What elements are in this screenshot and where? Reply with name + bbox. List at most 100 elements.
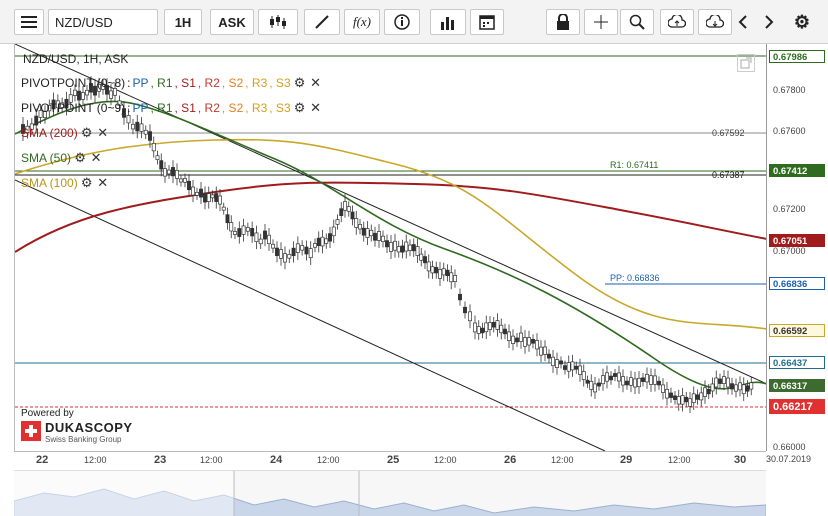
sma-50-line <box>15 100 767 390</box>
price-tag: 0.66836 <box>769 277 825 290</box>
candle-body <box>47 105 52 112</box>
legend-pivot-1[interactable]: PIVOTPOINT (0~8) : PP, R1, S1, R2, S2, R… <box>21 75 323 91</box>
gear-icon[interactable]: ⚙ <box>293 75 306 90</box>
lock-button[interactable] <box>546 9 580 35</box>
candle-body <box>167 169 171 175</box>
legend-sma-100-name: SMA (100) <box>21 176 78 190</box>
arrow-right-icon <box>765 15 774 29</box>
candle-body <box>404 241 409 252</box>
overview-navigator[interactable] <box>14 470 766 516</box>
legend-r2: , R2 <box>197 101 220 115</box>
candle-body <box>574 365 579 370</box>
legend-sma-100[interactable]: SMA (100) ⚙ ✕ <box>21 175 110 191</box>
time-label: 12:00 <box>551 455 574 465</box>
brand-name: DUKASCOPY <box>45 420 133 435</box>
candle-body <box>361 227 366 236</box>
download-button[interactable] <box>698 9 732 35</box>
menu-button[interactable] <box>14 9 44 35</box>
toolbar: NZD/USD 1H ASK f(x) ⚙ <box>0 0 828 44</box>
candle-body <box>339 208 344 217</box>
expand-icon <box>740 57 752 69</box>
function-button[interactable]: f(x) <box>344 9 380 35</box>
price-tag: 0.66592 <box>769 324 825 337</box>
crosshair-button[interactable] <box>584 9 618 35</box>
candle-body <box>441 268 446 276</box>
candle-body <box>491 321 496 328</box>
candle-body <box>463 306 467 314</box>
chart-area[interactable]: 0.67592 0.67387 R1: 0.67411 PP: 0.66836 … <box>14 44 767 485</box>
candle-body <box>254 232 259 243</box>
candle-body <box>51 99 56 110</box>
gear-icon[interactable]: ⚙ <box>293 100 306 115</box>
candle-body <box>105 85 109 95</box>
settings-button[interactable]: ⚙ <box>790 9 814 35</box>
close-icon[interactable]: ✕ <box>310 75 322 90</box>
price-label: 0.67800 <box>773 85 806 95</box>
price-label: 0.67000 <box>773 246 806 256</box>
candle-body <box>722 376 726 384</box>
candle-body <box>295 243 300 253</box>
candle-body <box>109 90 113 99</box>
close-icon[interactable]: ✕ <box>97 125 109 140</box>
candle-body <box>653 375 657 385</box>
candle-body <box>101 84 105 90</box>
volume-bars-icon <box>441 17 454 30</box>
legend-s3: , S3 <box>269 101 291 115</box>
gear-icon[interactable]: ⚙ <box>80 125 93 140</box>
pp-label: PP: 0.66836 <box>610 273 660 283</box>
gear-icon[interactable]: ⚙ <box>74 150 86 165</box>
candle-body <box>191 186 195 196</box>
expand-button[interactable] <box>737 54 755 72</box>
close-icon[interactable]: ✕ <box>90 150 102 165</box>
download-icon <box>706 15 724 28</box>
legend-s1: , S1 <box>174 101 196 115</box>
candle-body <box>458 293 462 301</box>
draw-button[interactable] <box>304 9 340 35</box>
candle-body <box>430 266 435 274</box>
candle-body <box>597 382 601 387</box>
candle-body <box>385 240 389 248</box>
chart-type-button[interactable] <box>258 9 298 35</box>
lock-icon <box>557 14 569 30</box>
upload-button[interactable] <box>660 9 694 35</box>
candle-body <box>324 238 329 244</box>
candle-body <box>206 193 211 202</box>
candle-body <box>245 227 250 232</box>
time-label: 30 <box>734 454 747 466</box>
candle-body <box>335 219 340 225</box>
scroll-right-button[interactable] <box>760 9 778 35</box>
close-icon[interactable]: ✕ <box>310 100 322 115</box>
legend-sma-200[interactable]: SMA (200) ⚙ ✕ <box>21 125 110 141</box>
candle-body <box>684 396 689 403</box>
time-axis[interactable]: 22 12:00 23 12:00 24 12:00 25 12:00 26 1… <box>14 451 766 470</box>
candle-body <box>287 254 292 259</box>
candle-body <box>159 160 164 170</box>
zoom-button[interactable] <box>620 9 654 35</box>
price-axis[interactable]: 0.67800 0.67600 0.67200 0.67000 0.66000 … <box>766 44 828 452</box>
calendar-button[interactable] <box>470 9 504 35</box>
time-label: 25 <box>387 454 400 466</box>
candle-body <box>68 94 73 103</box>
legend-r1: , R1 <box>150 76 173 90</box>
side-selector[interactable]: ASK <box>210 9 254 35</box>
info-button[interactable] <box>384 9 420 35</box>
legend-sma-50[interactable]: SMA (50) ⚙ ✕ <box>21 150 103 166</box>
channel-upper-line <box>15 44 767 385</box>
sma-200-line <box>15 181 767 253</box>
instrument-selector[interactable]: NZD/USD <box>48 9 158 35</box>
volume-button[interactable] <box>430 9 466 35</box>
price-tag: 0.66437 <box>769 356 825 369</box>
legend-pivot-2[interactable]: PIVOTPOINT (0~9) : PP, R1, S1, R2, S2, R… <box>21 100 323 116</box>
gear-icon[interactable]: ⚙ <box>80 175 93 190</box>
candle-body <box>673 395 677 400</box>
candle-body <box>195 191 199 196</box>
candle-body <box>89 83 93 93</box>
period-selector[interactable]: 1H <box>164 9 202 35</box>
candle-body <box>343 201 347 211</box>
candle-body <box>585 379 590 384</box>
powered-by-badge: Powered by DUKASCOPY Swiss Banking Group <box>21 408 143 446</box>
candle-body <box>449 272 454 283</box>
scroll-left-button[interactable] <box>734 9 752 35</box>
close-icon[interactable]: ✕ <box>97 175 109 190</box>
candle-body <box>221 206 226 211</box>
